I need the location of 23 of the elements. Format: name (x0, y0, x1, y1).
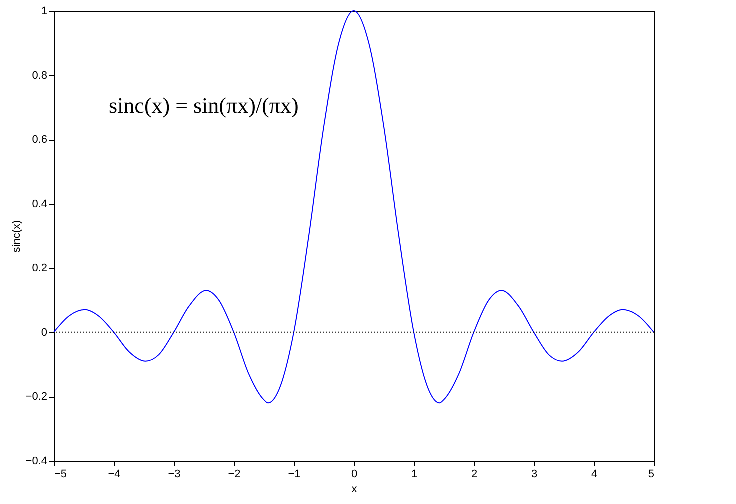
y-tick-label: −0.4 (26, 456, 48, 468)
x-tick-label: −5 (54, 468, 68, 480)
y-tick-label: 0.6 (32, 134, 48, 146)
x-tick-label: 3 (531, 468, 538, 480)
y-tick-label: 0.4 (32, 198, 48, 210)
x-tick-label: −1 (288, 468, 301, 480)
x-tick-label: 1 (411, 468, 418, 480)
x-tick-label: −3 (168, 468, 181, 480)
x-tick-label: −4 (108, 468, 121, 480)
x-tick-label: −2 (228, 468, 241, 480)
y-tick-label: 1 (41, 6, 48, 18)
y-tick-label: 0 (41, 326, 48, 339)
y-tick-label: −0.2 (26, 391, 48, 404)
x-axis-title: x (352, 484, 358, 496)
x-tick-label: 4 (591, 468, 598, 480)
x-tick-label: 5 (648, 468, 654, 480)
y-tick-label: 0.8 (32, 70, 48, 82)
line-series (54, 10, 654, 404)
x-tick-label: 2 (471, 468, 478, 480)
x-tick-label: 0 (351, 468, 358, 480)
y-axis-title: sinc(x) (10, 220, 23, 253)
annotation: sinc(x) = sin(πx)/(πx) (109, 93, 299, 118)
y-tick-label: 0.2 (32, 262, 48, 275)
